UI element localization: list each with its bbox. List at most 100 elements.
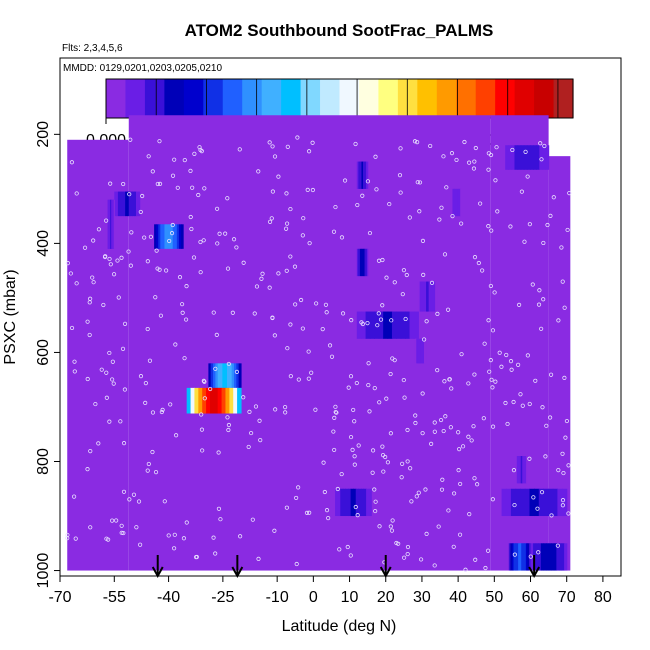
patch-strip xyxy=(137,191,141,217)
sample-marker xyxy=(511,468,517,473)
patch-strip xyxy=(452,188,454,217)
sample-marker xyxy=(384,275,389,280)
patch-strip xyxy=(335,488,339,517)
sample-marker xyxy=(488,152,494,158)
patch-strip xyxy=(366,488,370,517)
sample-marker xyxy=(300,233,305,238)
sample-marker xyxy=(272,528,277,533)
sample-marker xyxy=(520,403,525,408)
sample-marker xyxy=(270,315,275,321)
sample-marker xyxy=(226,361,231,367)
x-axis: -70 -55 -40 -25 -10 0 10 20 30 40 50 60 70 80 xyxy=(48,576,612,606)
sample-marker xyxy=(307,510,312,515)
sample-marker xyxy=(88,448,93,454)
patch-strip xyxy=(521,543,524,571)
patch-strip xyxy=(358,248,360,277)
plot-area xyxy=(65,115,572,572)
sample-marker xyxy=(370,448,376,453)
patch-strip xyxy=(535,543,539,571)
patch-strip xyxy=(229,363,233,388)
sample-marker xyxy=(443,414,448,419)
sample-marker xyxy=(384,396,389,401)
sample-marker xyxy=(190,185,195,190)
sample-marker xyxy=(213,551,218,556)
x-tick-label: -25 xyxy=(211,589,234,606)
sample-marker xyxy=(400,292,405,297)
sample-marker xyxy=(466,160,472,165)
patch-strip xyxy=(515,543,518,571)
sample-marker xyxy=(72,369,77,374)
patch-strip xyxy=(170,224,174,249)
sample-marker xyxy=(69,325,75,331)
sample-marker xyxy=(69,160,75,165)
sample-marker xyxy=(169,231,175,236)
patch-strip xyxy=(119,191,123,217)
patch-strip xyxy=(166,224,170,249)
patch-strip xyxy=(422,338,424,364)
patch-strip xyxy=(420,281,423,312)
sample-marker xyxy=(564,418,570,424)
sample-marker xyxy=(140,193,145,199)
sample-marker xyxy=(390,518,395,523)
patch-strip xyxy=(519,456,522,484)
patch-strip xyxy=(383,311,389,339)
sample-marker xyxy=(377,524,382,529)
sample-marker xyxy=(450,214,455,219)
sample-marker xyxy=(510,147,515,153)
sample-marker xyxy=(447,377,452,382)
patch-strip xyxy=(417,338,420,364)
colorbar-swatch xyxy=(203,79,224,118)
sample-marker xyxy=(490,497,495,502)
sample-marker xyxy=(164,268,169,273)
sample-marker xyxy=(472,476,477,481)
patch-strip xyxy=(362,161,364,189)
sample-marker xyxy=(122,321,128,326)
value-patch xyxy=(501,488,568,517)
patch-strip xyxy=(424,281,427,312)
patch-strip xyxy=(365,311,371,339)
patch-strip xyxy=(180,224,184,249)
patch-strip xyxy=(505,145,509,170)
patch-strip xyxy=(128,191,132,217)
sample-marker xyxy=(87,332,92,338)
patch-strip xyxy=(415,338,417,364)
patch-strip xyxy=(538,488,545,517)
colorbar-swatch xyxy=(242,79,263,118)
sample-marker xyxy=(101,302,106,308)
patch-strip xyxy=(519,543,522,571)
sample-marker xyxy=(408,466,413,471)
patch-strip xyxy=(454,188,457,217)
patch-strip xyxy=(366,161,369,189)
sample-marker xyxy=(145,259,150,264)
sample-marker xyxy=(136,499,142,504)
sample-marker xyxy=(539,157,544,162)
patch-strip xyxy=(360,488,365,517)
sample-marker xyxy=(249,430,254,436)
x-tick-label: -40 xyxy=(157,589,180,606)
patch-strip xyxy=(213,387,219,414)
sample-marker xyxy=(296,377,301,382)
patch-strip xyxy=(458,188,461,217)
colorbar-swatch xyxy=(417,79,438,118)
sample-marker xyxy=(404,272,409,278)
sample-marker xyxy=(218,517,223,522)
colorbar-swatch xyxy=(164,79,185,118)
patch-strip xyxy=(522,456,524,484)
sample-marker xyxy=(429,280,435,285)
sample-marker xyxy=(399,475,404,480)
sample-marker xyxy=(435,368,440,373)
patch-strip xyxy=(198,387,203,414)
patch-strip xyxy=(508,543,511,571)
colorbar-swatch xyxy=(553,79,574,118)
patch-strip xyxy=(424,338,426,364)
sample-marker xyxy=(179,302,185,307)
sample-marker xyxy=(373,499,378,504)
sample-marker xyxy=(306,376,311,381)
sample-marker xyxy=(177,275,183,280)
patch-strip xyxy=(424,338,427,364)
patch-strip xyxy=(342,488,347,517)
patch-strip xyxy=(518,543,521,571)
patch-strip xyxy=(378,311,384,339)
sample-marker xyxy=(380,452,386,458)
